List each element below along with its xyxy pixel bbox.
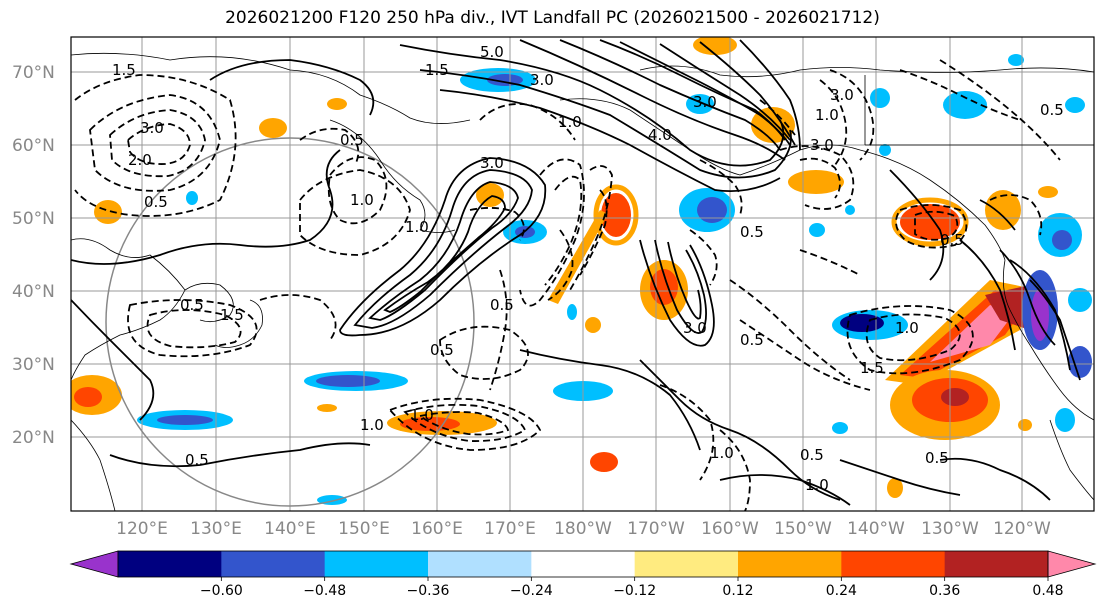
contour-label: 1.0 [410,406,434,424]
contour-label: 1.5 [425,61,449,79]
colorbar-tick-label: −0.12 [613,583,656,599]
colorbar-tick-label: 0.48 [1032,583,1063,599]
colorbar-tick-label: 0.12 [722,583,753,599]
colorbar-extend-max [1047,550,1097,578]
contour-label: 0.5 [1040,101,1064,119]
colorbar-segment [221,551,326,577]
colorbar-segment [428,551,532,577]
contour-label: 3.0 [693,93,717,111]
contour-label: 0.5 [740,331,764,349]
contour-label: 0.5 [144,193,168,211]
colorbar-tick-label: −0.24 [510,583,553,599]
lat-label: 20°N [12,428,55,448]
map-border [70,36,1095,512]
contour-label: 1.0 [558,113,582,131]
region-circle [105,137,475,507]
contour-label: 0.5 [180,296,204,314]
colorbar-tick-label: −0.48 [303,583,346,599]
lon-label: 150°W [774,519,832,539]
contour-label: 4.0 [648,126,672,144]
colorbar-segment [738,551,842,577]
contour-label: 1.0 [710,444,734,462]
contour-label: 1.0 [350,191,374,209]
contour-label: 1.0 [815,106,839,124]
contour-label: 0.5 [740,223,764,241]
contour-label: 0.5 [430,341,454,359]
map-title: 2026021200 F120 250 hPa div., IVT Landfa… [225,8,880,28]
colorbar-segment [531,551,636,577]
lon-label: 170°E [484,519,536,539]
lon-label: 120°E [116,519,168,539]
lon-label: 130°W [921,519,979,539]
lat-label: 60°N [12,136,55,156]
contour-label: 3.0 [530,71,554,89]
contour-label: 3.0 [480,154,504,172]
lat-label: 40°N [12,282,55,302]
colorbar-tick-label: −0.36 [407,583,450,599]
colorbar: −0.60 −0.48 −0.36 −0.24 −0.12 0.12 0.24 0.36 0.4… [69,550,1097,599]
lon-label: 180°W [554,519,612,539]
contour-label: 0.5 [800,446,824,464]
contour-label: 3.0 [683,319,707,337]
lat-label: 50°N [12,209,55,229]
contour-label: 1.5 [860,359,884,377]
lon-label: 130°E [190,519,242,539]
colorbar-segment [634,551,739,577]
colorbar-segment [841,551,946,577]
contour-label: 1.0 [895,319,919,337]
colorbar-segment [324,551,429,577]
lon-label: 160°W [701,519,759,539]
contour-label: 0.5 [490,296,514,314]
contour-label: 0.5 [925,449,949,467]
contour-label: 1.5 [220,306,244,324]
contour-label: 0.5 [185,451,209,469]
colorbar-segment [944,551,1049,577]
colorbar-extend-min [69,550,119,578]
colorbar-tick-label: −0.60 [200,583,243,599]
lon-label: 140°E [264,519,316,539]
lon-label: 150°E [338,519,390,539]
colorbar-tick-label: 0.24 [826,583,857,599]
contour-label: 5.0 [480,43,504,61]
lat-label: 70°N [12,63,55,83]
latitude-labels: 70°N 60°N 50°N 40°N 30°N 20°N [12,63,55,448]
contour-label: 3.0 [830,86,854,104]
colorbar-segment [118,551,222,577]
contour-label: 2.0 [128,151,152,169]
contour-label: 3.0 [810,136,834,154]
contour-label: 1.0 [405,218,429,236]
lon-label: 120°W [993,519,1051,539]
solid-contours [71,39,1081,506]
contour-label: 1.0 [805,476,829,494]
colorbar-outline [117,550,1049,578]
longitude-labels: 120°E 130°E 140°E 150°E 160°E 170°E 180°… [116,519,1051,539]
contour-label: 3.0 [140,119,164,137]
colorbar-tick-label: 0.36 [929,583,960,599]
contour-label: 1.5 [112,61,136,79]
lon-label: 160°E [411,519,463,539]
contour-label: 1.0 [360,416,384,434]
lat-label: 30°N [12,355,55,375]
contour-label: 0.5 [940,231,964,249]
contour-label: 0.5 [340,131,364,149]
lon-label: 170°W [627,519,685,539]
dashed-contours [74,59,1061,511]
lon-label: 140°W [847,519,905,539]
contour-labels: 5.0 1.5 3.0 1.0 4.0 3.0 2.0 3.0 0.5 1.0 … [112,43,1064,494]
